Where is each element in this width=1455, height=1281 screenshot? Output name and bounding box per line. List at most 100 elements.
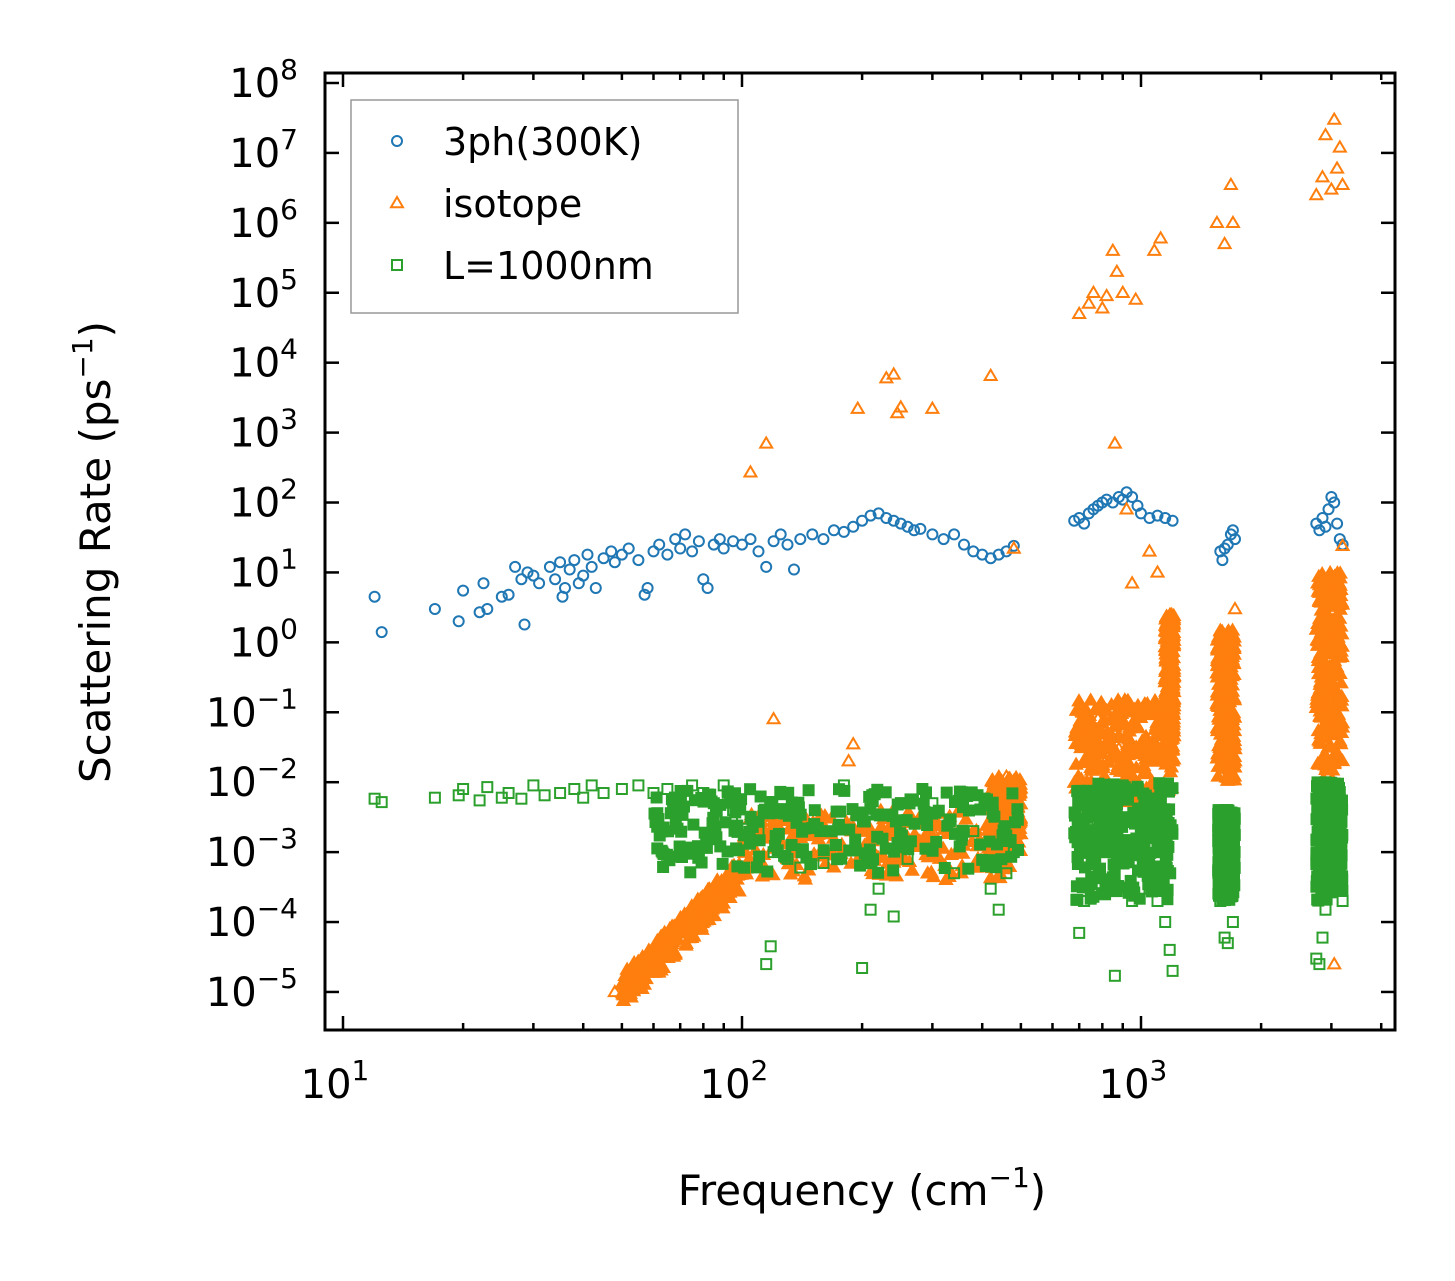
data-point bbox=[992, 903, 1005, 916]
legend-label: L=1000nm bbox=[443, 244, 654, 288]
data-point bbox=[1138, 728, 1154, 742]
data-point bbox=[765, 711, 782, 725]
data-point bbox=[707, 797, 720, 810]
data-point bbox=[554, 787, 567, 799]
data-point bbox=[1108, 868, 1121, 881]
data-point bbox=[961, 789, 974, 802]
data-point bbox=[1319, 520, 1332, 533]
data-point bbox=[1309, 691, 1325, 705]
data-point bbox=[686, 928, 702, 942]
data-point bbox=[901, 520, 914, 533]
data-point bbox=[1325, 791, 1338, 804]
data-point bbox=[1118, 501, 1135, 515]
data-point bbox=[1116, 779, 1129, 792]
data-point bbox=[1071, 305, 1087, 320]
data-point bbox=[817, 857, 830, 869]
data-point bbox=[957, 801, 969, 814]
data-point bbox=[1323, 761, 1339, 775]
data-point bbox=[1316, 726, 1333, 740]
data-point bbox=[1216, 554, 1229, 567]
data-point bbox=[1117, 857, 1130, 870]
y-tick-label: 105 bbox=[229, 263, 298, 317]
data-point bbox=[1102, 725, 1119, 739]
data-point bbox=[1081, 295, 1097, 309]
data-point bbox=[651, 807, 664, 820]
y-tick-label: 103 bbox=[229, 403, 298, 457]
data-point bbox=[827, 524, 840, 537]
data-point bbox=[1319, 903, 1332, 916]
data-point bbox=[1090, 711, 1106, 725]
data-point bbox=[1091, 726, 1107, 740]
y-tick-label: 10−1 bbox=[206, 682, 298, 736]
data-point bbox=[1116, 714, 1132, 728]
data-point bbox=[810, 831, 827, 845]
data-point bbox=[679, 528, 692, 541]
data-point bbox=[1114, 284, 1131, 298]
data-point bbox=[955, 845, 971, 859]
data-point bbox=[926, 528, 939, 541]
data-point bbox=[673, 840, 686, 853]
data-point bbox=[984, 882, 997, 895]
data-point bbox=[1214, 895, 1227, 907]
data-point bbox=[585, 560, 598, 573]
data-point bbox=[1128, 717, 1145, 731]
data-point bbox=[1109, 729, 1126, 743]
data-point bbox=[1212, 628, 1229, 642]
data-point bbox=[1100, 837, 1112, 850]
data-point bbox=[1336, 870, 1349, 883]
data-point bbox=[634, 980, 650, 995]
data-point bbox=[1334, 880, 1347, 893]
data-point bbox=[1227, 753, 1243, 767]
data-point bbox=[657, 944, 673, 958]
y-tick-label: 10−3 bbox=[206, 822, 298, 876]
data-point bbox=[948, 867, 961, 880]
data-point bbox=[885, 366, 902, 380]
data-point bbox=[706, 883, 722, 898]
data-point bbox=[958, 811, 974, 825]
data-point bbox=[1127, 291, 1144, 305]
data-point bbox=[701, 582, 714, 594]
data-point bbox=[1160, 714, 1177, 728]
data-point bbox=[1126, 491, 1139, 503]
data-point bbox=[1078, 517, 1091, 530]
legend-marker-circle bbox=[391, 135, 403, 147]
data-point bbox=[605, 545, 618, 558]
data-point bbox=[452, 615, 465, 628]
data-point bbox=[1121, 723, 1138, 737]
data-point bbox=[1007, 846, 1020, 859]
data-point bbox=[1111, 798, 1123, 811]
data-point bbox=[495, 590, 508, 603]
y-axis-label: Scattering Rate (ps−1) bbox=[66, 321, 120, 783]
data-point bbox=[1137, 865, 1150, 878]
legend-box bbox=[350, 99, 739, 314]
data-point bbox=[1073, 926, 1086, 939]
data-point bbox=[1111, 740, 1127, 755]
data-point bbox=[538, 789, 551, 802]
data-point bbox=[549, 573, 562, 586]
data-point bbox=[937, 533, 950, 546]
data-point bbox=[651, 842, 664, 855]
data-point bbox=[1216, 235, 1233, 250]
legend-item: L=1000nm bbox=[391, 244, 654, 288]
data-point bbox=[1313, 524, 1326, 537]
data-point bbox=[1124, 874, 1137, 887]
data-point bbox=[930, 835, 943, 848]
data-point bbox=[845, 736, 861, 750]
data-point bbox=[527, 569, 540, 582]
data-point bbox=[1111, 818, 1124, 830]
data-point bbox=[750, 861, 763, 874]
data-point bbox=[661, 783, 674, 795]
data-point bbox=[1210, 768, 1226, 782]
data-point bbox=[1006, 787, 1019, 800]
data-point bbox=[647, 787, 660, 799]
data-point bbox=[772, 827, 785, 840]
data-point bbox=[1159, 662, 1176, 676]
data-point bbox=[674, 542, 687, 555]
data-point bbox=[1223, 176, 1239, 190]
data-point bbox=[1321, 739, 1337, 753]
data-point bbox=[879, 842, 892, 855]
data-point bbox=[1209, 665, 1225, 679]
data-point bbox=[1312, 733, 1328, 747]
data-point bbox=[1151, 895, 1164, 907]
data-point bbox=[1134, 835, 1147, 848]
